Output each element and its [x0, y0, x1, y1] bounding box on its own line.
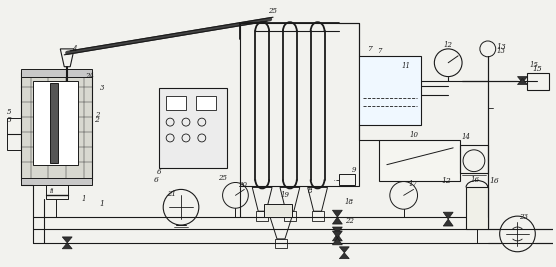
Text: 3: 3: [100, 84, 104, 92]
Bar: [460, 145, 488, 172]
Bar: [159, 88, 226, 168]
Bar: [21, 73, 92, 179]
Text: 11: 11: [401, 62, 410, 70]
Polygon shape: [332, 227, 342, 234]
Text: 25: 25: [218, 174, 227, 182]
Text: 22: 22: [345, 217, 354, 225]
Text: 10: 10: [409, 131, 418, 139]
Text: 18: 18: [345, 198, 354, 206]
Text: 5: 5: [6, 116, 11, 124]
Text: 14: 14: [461, 133, 470, 141]
Text: 13: 13: [496, 47, 505, 55]
Polygon shape: [332, 234, 342, 241]
Text: 17: 17: [408, 180, 417, 189]
Text: 13: 13: [497, 43, 507, 51]
Text: 8: 8: [307, 187, 312, 195]
Bar: [166, 96, 186, 110]
Text: 15: 15: [530, 61, 539, 69]
Text: 24: 24: [86, 72, 95, 80]
Polygon shape: [443, 219, 453, 226]
Text: 25: 25: [267, 7, 276, 15]
Text: 20: 20: [238, 182, 247, 190]
Text: 7: 7: [376, 47, 381, 55]
Bar: [33, 81, 78, 165]
Text: 1: 1: [82, 195, 86, 203]
Polygon shape: [443, 212, 453, 219]
Text: 23: 23: [519, 213, 528, 221]
Bar: [284, 211, 296, 221]
Text: 6: 6: [154, 175, 158, 183]
Text: 2: 2: [95, 116, 100, 124]
Bar: [21, 69, 92, 77]
Bar: [264, 204, 292, 217]
Bar: [275, 239, 287, 248]
Bar: [339, 174, 355, 186]
Text: 9: 9: [352, 166, 356, 174]
Bar: [312, 211, 324, 221]
Polygon shape: [62, 237, 72, 243]
Text: 1: 1: [100, 200, 105, 208]
Bar: [466, 187, 488, 229]
Text: 2: 2: [95, 111, 99, 119]
Bar: [528, 73, 549, 91]
Bar: [7, 118, 21, 150]
Bar: [51, 83, 58, 163]
Bar: [256, 211, 268, 221]
Text: 21: 21: [167, 190, 176, 198]
Bar: [359, 56, 420, 125]
Text: 5: 5: [7, 108, 11, 116]
Polygon shape: [339, 253, 349, 259]
Text: 15: 15: [533, 65, 542, 73]
Bar: [240, 23, 359, 186]
Text: 6: 6: [157, 168, 161, 176]
Text: 16: 16: [490, 178, 500, 186]
Bar: [47, 186, 68, 199]
Polygon shape: [332, 210, 342, 217]
Bar: [196, 96, 216, 110]
Text: ii: ii: [50, 187, 54, 195]
Text: 12: 12: [444, 41, 453, 49]
Polygon shape: [62, 243, 72, 249]
Polygon shape: [518, 77, 528, 83]
Polygon shape: [339, 247, 349, 253]
Polygon shape: [332, 231, 342, 238]
Polygon shape: [332, 238, 342, 245]
Text: 4: 4: [72, 45, 76, 53]
Text: 7: 7: [366, 45, 371, 53]
Polygon shape: [332, 217, 342, 224]
Text: 19: 19: [280, 191, 290, 199]
Polygon shape: [518, 78, 528, 85]
Text: 16: 16: [470, 175, 479, 183]
Bar: [21, 178, 92, 186]
Bar: [379, 140, 460, 182]
Text: 12: 12: [441, 178, 451, 186]
